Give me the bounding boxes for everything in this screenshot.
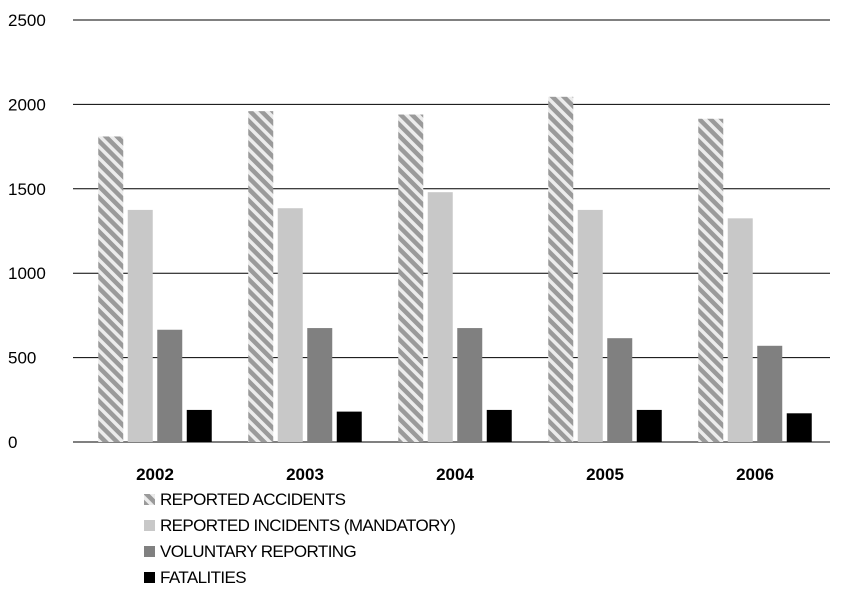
legend-label-reported-incidents: REPORTED INCIDENTS (MANDATORY) (160, 516, 455, 535)
bar-reported-incidents-2002 (127, 209, 153, 442)
y-tick-label: 500 (8, 349, 36, 368)
bar-fatalities-2006 (786, 413, 812, 442)
legend: REPORTED ACCIDENTS REPORTED INCIDENTS (MA… (144, 490, 456, 587)
y-tick-label: 2500 (8, 11, 46, 30)
bar-fatalities-2002 (186, 409, 212, 442)
x-axis-ticks: 2002 2003 2004 2005 2006 (136, 465, 774, 484)
bar-reported-accidents-2006 (698, 118, 724, 443)
legend-label-reported-accidents: REPORTED ACCIDENTS (160, 490, 346, 509)
bar-fatalities-2005 (636, 409, 662, 442)
y-tick-label: 0 (8, 433, 17, 452)
legend-swatch-reported-incidents (144, 520, 155, 531)
bar-voluntary-reporting-2004 (457, 328, 483, 442)
legend-label-voluntary-reporting: VOLUNTARY REPORTING (160, 542, 356, 561)
bar-reported-accidents-2004 (398, 114, 424, 442)
bar-voluntary-reporting-2005 (607, 338, 633, 442)
x-tick-label: 2004 (436, 465, 474, 484)
bar-fatalities-2004 (486, 409, 512, 442)
bar-reported-accidents-2005 (548, 96, 574, 442)
y-tick-label: 1500 (8, 180, 46, 199)
bar-reported-accidents-2003 (248, 111, 274, 442)
legend-swatch-reported-accidents (144, 494, 155, 505)
x-tick-label: 2005 (586, 465, 624, 484)
x-tick-label: 2002 (136, 465, 174, 484)
bar-reported-incidents-2005 (577, 209, 603, 442)
legend-swatch-fatalities (144, 572, 155, 583)
legend-label-fatalities: FATALITIES (160, 568, 246, 587)
bar-voluntary-reporting-2006 (757, 345, 783, 442)
bar-reported-accidents-2002 (98, 136, 124, 443)
bar-reported-incidents-2004 (427, 192, 453, 442)
x-tick-label: 2003 (286, 465, 324, 484)
y-tick-label: 1000 (8, 264, 46, 283)
bar-voluntary-reporting-2002 (157, 329, 183, 442)
x-tick-label: 2006 (736, 465, 774, 484)
legend-swatch-voluntary-reporting (144, 546, 155, 557)
y-tick-label: 2000 (8, 95, 46, 114)
bar-voluntary-reporting-2003 (307, 328, 333, 442)
bar-fatalities-2003 (336, 411, 362, 442)
bars (98, 96, 812, 443)
bar-reported-incidents-2006 (727, 218, 753, 442)
y-axis-ticks: 0 500 1000 1500 2000 2500 (8, 11, 46, 452)
bar-reported-incidents-2003 (277, 208, 303, 442)
